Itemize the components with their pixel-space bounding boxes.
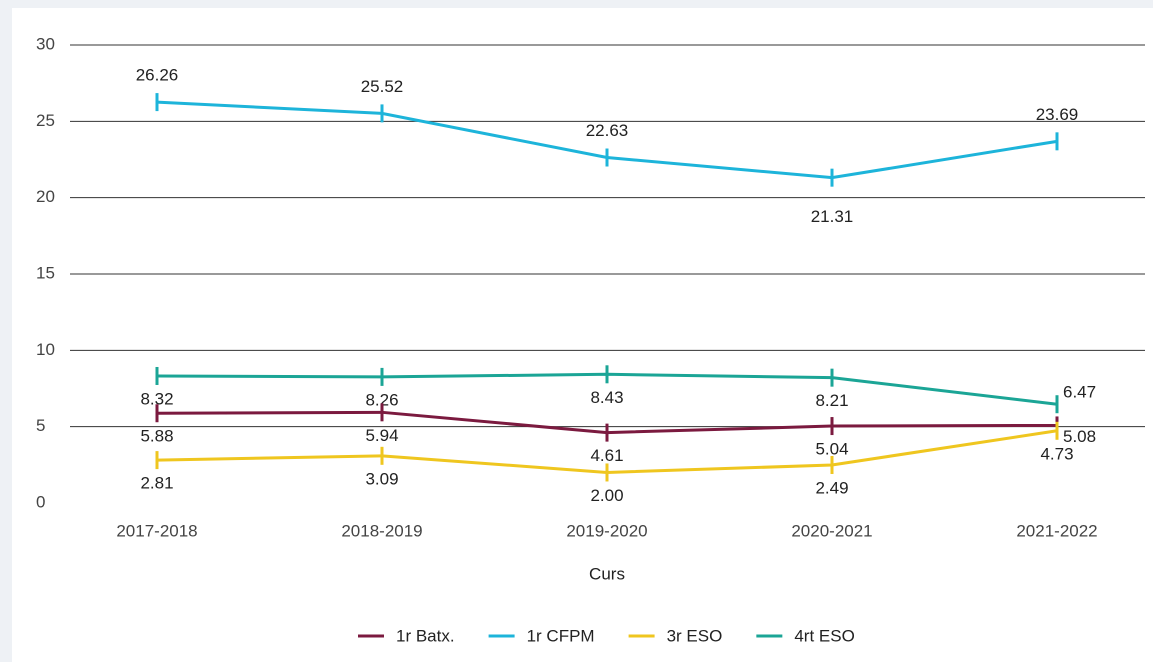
data-label: 4.73	[1040, 444, 1073, 463]
x-tick-label: 2020-2021	[791, 521, 872, 540]
legend-label: 4rt ESO	[794, 626, 854, 645]
y-tick-label: 15	[36, 263, 55, 282]
x-tick-label: 2019-2020	[566, 521, 647, 540]
data-label: 5.08	[1063, 427, 1096, 446]
data-label: 5.94	[365, 426, 398, 445]
y-tick-label: 0	[36, 492, 45, 511]
y-tick-label: 30	[36, 34, 55, 53]
data-label: 22.63	[586, 121, 629, 140]
x-tick-label: 2018-2019	[341, 521, 422, 540]
data-label: 21.31	[811, 207, 854, 226]
data-label: 23.69	[1036, 105, 1079, 124]
legend-label: 3r ESO	[667, 626, 723, 645]
y-tick-label: 5	[36, 416, 45, 435]
data-label: 26.26	[136, 66, 179, 85]
x-axis-label: Curs	[589, 564, 625, 583]
y-tick-label: 20	[36, 187, 55, 206]
data-label: 2.49	[815, 478, 848, 497]
data-label: 8.32	[140, 389, 173, 408]
legend-label: 1r Batx.	[396, 626, 455, 645]
data-label: 6.47	[1063, 383, 1096, 402]
data-label: 8.26	[365, 390, 398, 409]
y-tick-label: 10	[36, 340, 55, 359]
data-label: 2.00	[590, 486, 623, 505]
panel	[12, 8, 1153, 662]
x-tick-label: 2021-2022	[1016, 521, 1097, 540]
data-label: 8.21	[815, 391, 848, 410]
data-label: 3.09	[365, 469, 398, 488]
data-label: 5.88	[140, 427, 173, 446]
data-label: 5.04	[815, 440, 848, 459]
legend-label: 1r CFPM	[527, 626, 595, 645]
data-label: 8.43	[590, 388, 623, 407]
data-label: 2.81	[140, 474, 173, 493]
data-label: 4.61	[590, 446, 623, 465]
x-tick-label: 2017-2018	[116, 521, 197, 540]
data-label: 25.52	[361, 77, 404, 96]
y-tick-label: 25	[36, 111, 55, 130]
